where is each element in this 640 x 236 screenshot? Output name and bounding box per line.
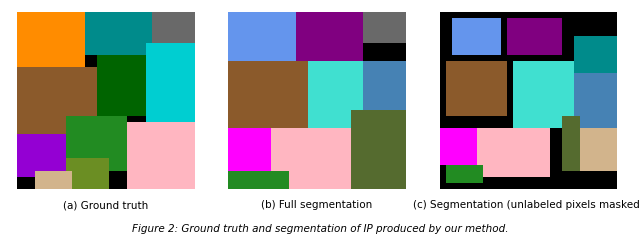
Text: (a) Ground truth: (a) Ground truth [63, 200, 148, 210]
Text: Figure 2: Ground truth and segmentation of IP produced by our method.: Figure 2: Ground truth and segmentation … [132, 224, 508, 234]
Text: (b) Full segmentation: (b) Full segmentation [261, 200, 372, 210]
Text: (c) Segmentation (unlabeled pixels masked): (c) Segmentation (unlabeled pixels maske… [413, 200, 640, 210]
